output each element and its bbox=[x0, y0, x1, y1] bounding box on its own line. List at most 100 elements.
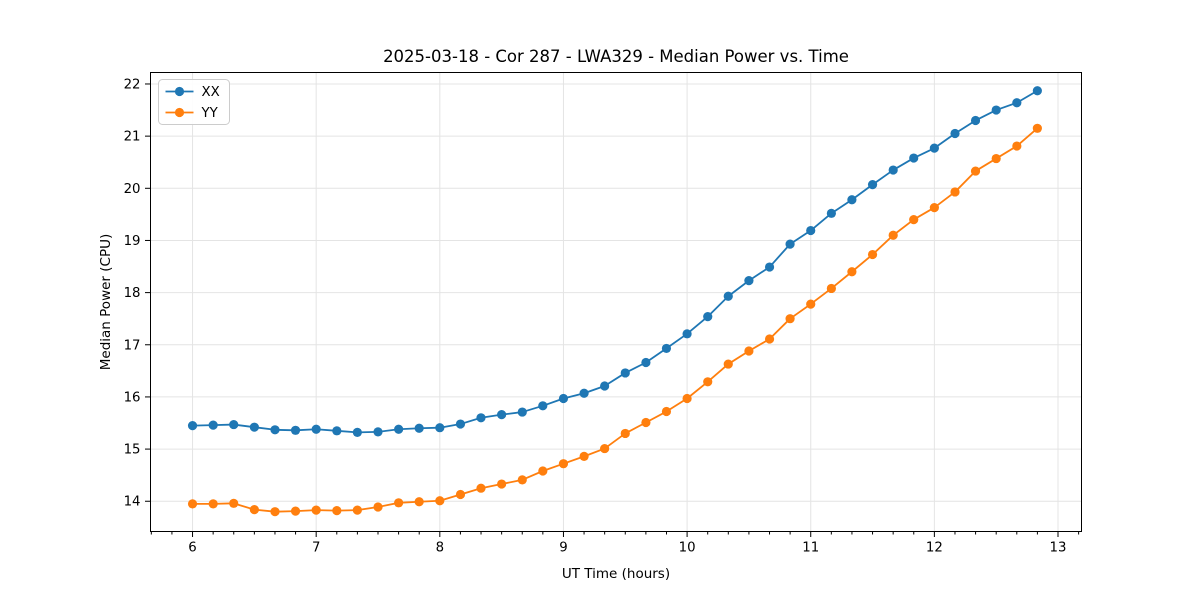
data-point bbox=[703, 377, 713, 387]
x-tick-label: 10 bbox=[679, 541, 696, 556]
data-point bbox=[682, 393, 692, 404]
data-point bbox=[785, 314, 795, 324]
data-point bbox=[909, 214, 919, 225]
data-point bbox=[352, 427, 362, 437]
data-point bbox=[682, 329, 692, 339]
data-point bbox=[600, 381, 610, 391]
data-point bbox=[497, 410, 507, 420]
x-axis-label: UT Time (hours) bbox=[561, 566, 671, 582]
data-point bbox=[414, 497, 424, 507]
data-point bbox=[661, 343, 672, 354]
x-tick-label: 6 bbox=[188, 541, 196, 556]
data-point bbox=[208, 499, 218, 509]
data-point bbox=[806, 225, 816, 236]
data-point bbox=[208, 420, 218, 430]
data-point bbox=[806, 299, 816, 309]
data-point bbox=[600, 443, 610, 454]
data-point bbox=[517, 475, 527, 485]
series-yy bbox=[187, 123, 1042, 517]
data-point bbox=[991, 105, 1001, 115]
x-tick-label: 11 bbox=[802, 541, 819, 556]
data-point bbox=[579, 451, 589, 461]
data-point bbox=[723, 359, 733, 369]
series-xx bbox=[187, 86, 1042, 437]
data-point bbox=[538, 401, 548, 411]
y-tick-label: 19 bbox=[124, 234, 141, 249]
data-point bbox=[620, 428, 630, 439]
data-point bbox=[270, 425, 280, 435]
data-point bbox=[538, 466, 548, 476]
y-tick-label: 16 bbox=[124, 390, 141, 405]
series-line-xx bbox=[192, 89, 1038, 434]
data-point bbox=[579, 388, 589, 398]
legend-marker-sample bbox=[174, 107, 185, 118]
data-point bbox=[1032, 123, 1042, 133]
data-point bbox=[888, 165, 898, 175]
data-point bbox=[970, 115, 981, 126]
data-point bbox=[455, 489, 466, 500]
data-point bbox=[950, 128, 960, 139]
data-point bbox=[991, 153, 1001, 164]
data-point bbox=[373, 427, 383, 437]
data-point bbox=[497, 479, 507, 489]
data-point bbox=[867, 180, 878, 190]
x-tick-label: 12 bbox=[926, 541, 943, 556]
data-point bbox=[970, 166, 981, 176]
plot-area-border bbox=[150, 72, 1082, 532]
y-tick-label: 18 bbox=[124, 286, 141, 301]
data-point bbox=[1012, 98, 1022, 108]
data-point bbox=[394, 498, 404, 508]
data-point bbox=[620, 368, 630, 378]
y-tick-label: 20 bbox=[124, 182, 141, 197]
data-point bbox=[744, 346, 754, 356]
axis-ticks: 6 7 8 9 10 11 12 13 14 15 16 17 18 19 20 21 22 bbox=[124, 77, 1080, 556]
data-point bbox=[661, 406, 672, 417]
legend: XX YY bbox=[158, 79, 230, 125]
legend-label: YY bbox=[201, 106, 219, 121]
data-point bbox=[723, 291, 733, 301]
data-point bbox=[641, 417, 651, 428]
data-point bbox=[558, 393, 569, 404]
data-point bbox=[290, 506, 301, 516]
data-point bbox=[764, 262, 775, 272]
data-point bbox=[909, 153, 919, 163]
data-point bbox=[517, 407, 527, 417]
chart-title: 2025-03-18 - Cor 287 - LWA329 - Median P… bbox=[383, 47, 849, 66]
legend-marker-sample bbox=[174, 86, 185, 97]
x-tick-label: 13 bbox=[1050, 541, 1067, 556]
data-point bbox=[847, 195, 857, 205]
data-point bbox=[229, 419, 239, 430]
data-point bbox=[311, 505, 321, 515]
x-tick-label: 9 bbox=[559, 541, 567, 556]
data-point bbox=[847, 267, 857, 277]
y-tick-label: 14 bbox=[124, 495, 141, 510]
data-point bbox=[476, 413, 486, 423]
data-point bbox=[826, 208, 836, 218]
data-point bbox=[929, 143, 939, 153]
data-point bbox=[332, 426, 342, 436]
data-point bbox=[826, 283, 836, 294]
data-point bbox=[249, 504, 259, 515]
data-point bbox=[352, 505, 362, 515]
x-tick-label: 7 bbox=[312, 541, 320, 556]
data-point bbox=[414, 423, 424, 433]
y-tick-label: 21 bbox=[124, 130, 141, 145]
data-point bbox=[249, 422, 259, 432]
data-point bbox=[744, 276, 754, 286]
data-point bbox=[394, 424, 404, 434]
data-point bbox=[290, 425, 301, 435]
data-point bbox=[373, 502, 383, 512]
data-point bbox=[435, 423, 445, 433]
data-point bbox=[1032, 86, 1042, 96]
data-point bbox=[270, 507, 280, 517]
data-point bbox=[641, 357, 651, 368]
data-point bbox=[558, 459, 569, 469]
data-point bbox=[867, 249, 878, 260]
data-point bbox=[929, 202, 939, 213]
data-point bbox=[332, 506, 342, 516]
data-point bbox=[476, 483, 486, 493]
data-point bbox=[187, 421, 198, 431]
data-point bbox=[1012, 141, 1022, 151]
